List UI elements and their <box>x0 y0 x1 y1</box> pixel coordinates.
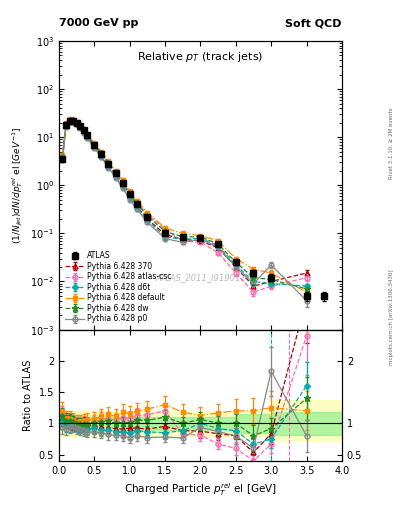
Y-axis label: Ratio to ATLAS: Ratio to ATLAS <box>23 359 33 431</box>
Legend: ATLAS, Pythia 6.428 370, Pythia 6.428 atlas-csc, Pythia 6.428 d6t, Pythia 6.428 : ATLAS, Pythia 6.428 370, Pythia 6.428 at… <box>63 249 174 326</box>
Text: Relative $p_T$ (track jets): Relative $p_T$ (track jets) <box>137 50 264 63</box>
X-axis label: Charged Particle $p_T^{rel}$ el [GeV]: Charged Particle $p_T^{rel}$ el [GeV] <box>124 481 277 498</box>
Text: Rivet 3.1.10, ≥ 2M events: Rivet 3.1.10, ≥ 2M events <box>389 108 393 179</box>
Text: Soft QCD: Soft QCD <box>285 18 342 28</box>
Y-axis label: $(1/N_{jet})dN/dp_T^{rel}$ el $[GeV^{-1}]$: $(1/N_{jet})dN/dp_T^{rel}$ el $[GeV^{-1}… <box>10 126 24 244</box>
Text: ATLAS_2011_I919017: ATLAS_2011_I919017 <box>155 273 246 282</box>
Text: mcplots.cern.ch [arXiv:1306.3436]: mcplots.cern.ch [arXiv:1306.3436] <box>389 270 393 365</box>
Text: 7000 GeV pp: 7000 GeV pp <box>59 18 138 28</box>
